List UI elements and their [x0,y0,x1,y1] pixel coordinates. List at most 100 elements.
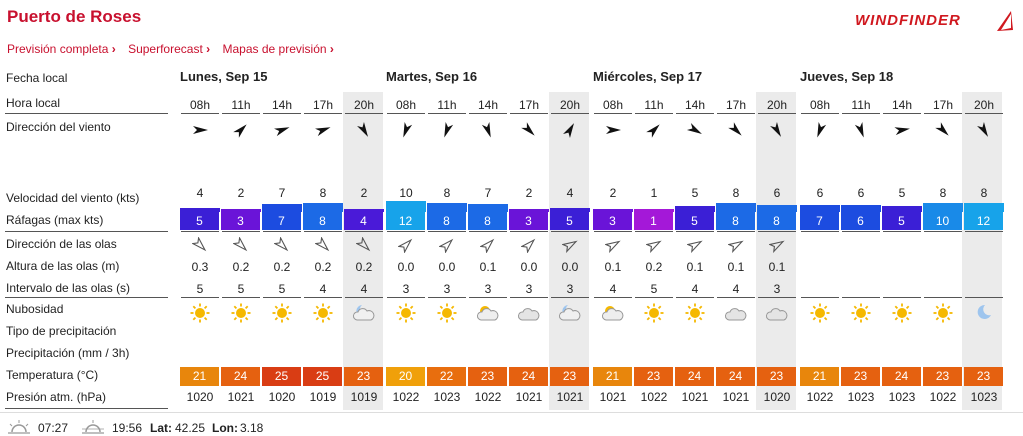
pressure-value: 1021 [722,390,750,404]
temperature-value: 21 [593,367,633,386]
wind-speed-value: 2 [237,186,245,200]
sun-icon [262,302,302,324]
hour-cell: 20h [973,98,995,112]
sun-icon [634,302,674,324]
wave-period-value: 4 [691,282,699,296]
gust-value: 8 [716,212,756,230]
cloud-icon [757,302,797,324]
pressure-value: 1022 [474,390,502,404]
hour-underline [387,113,425,114]
hour-underline [801,113,839,114]
moon-cloud-icon [550,302,590,324]
temperature-value: 22 [427,367,467,386]
wave-height-value: 0.0 [438,260,456,274]
nav-prevision-completa[interactable]: Previsión completa [7,42,116,56]
wave-height-value: 0.1 [479,260,497,274]
pressure-value: 1022 [392,390,420,404]
wind-direction-arrow-icon [303,121,343,139]
wind-speed-bar [303,203,343,212]
wind-direction-arrow-icon [550,121,590,139]
sunrise-time: 07:27 [38,421,69,435]
gust-underline [883,231,921,232]
temperature-value: 23 [468,367,508,386]
hour-underline [469,113,507,114]
sun-icon [427,302,467,324]
day-header: Martes, Sep 16 [386,69,478,84]
wind-speed-value: 2 [525,186,533,200]
wind-speed-value: 6 [816,186,824,200]
gust-underline [635,231,673,232]
day-header: Lunes, Sep 15 [180,69,268,84]
hour-cell: 11h [231,98,251,112]
temperature-value: 23 [550,367,590,386]
wind-direction-arrow-icon [964,121,1004,139]
gust-underline [510,231,548,232]
wave-direction-arrow-icon [303,237,343,253]
wave-underline [842,297,880,298]
wave-direction-arrow-icon [180,237,220,253]
hour-underline [717,113,755,114]
label-direccion-olas: Dirección de las olas [6,237,117,251]
pressure-value: 1020 [763,390,791,404]
wave-underline [801,297,839,298]
wind-direction-arrow-icon [841,121,881,139]
row-separator [5,297,168,298]
wave-period-value: 3 [484,282,492,296]
gust-value: 6 [841,212,881,230]
sunrise-icon [8,420,30,434]
wind-direction-arrow-icon [800,121,840,139]
wave-underline [222,297,260,298]
gust-underline [758,231,796,232]
wave-direction-arrow-icon [386,237,426,253]
wave-direction-arrow-icon [716,237,756,253]
wave-height-value: 0.3 [191,260,209,274]
nav-superforecast[interactable]: Superforecast [128,42,210,56]
hour-cell: 11h [644,98,664,112]
wave-height-value: 0.1 [768,260,786,274]
wind-speed-bar [344,209,384,212]
wind-direction-arrow-icon [716,121,756,139]
wind-direction-arrow-icon [509,121,549,139]
hour-cell: 08h [809,98,831,112]
sun-icon [221,302,261,324]
hour-cell: 11h [851,98,871,112]
temperature-value: 24 [675,367,715,386]
hour-cell: 17h [725,98,747,112]
windfinder-logo[interactable]: WINDFINDER [855,10,1020,32]
wind-speed-value: 2 [360,186,368,200]
wave-period-value: 4 [609,282,617,296]
wind-speed-bar [841,205,881,212]
gust-value: 12 [386,212,426,230]
moon-cloud-icon [344,302,384,324]
wave-underline [758,297,796,298]
label-direccion-viento: Dirección del viento [6,120,111,134]
forecast-table: Fecha local Hora local Dirección del vie… [5,69,1004,410]
pressure-value: 1021 [227,390,255,404]
wave-height-value: 0.2 [645,260,663,274]
gust-underline [551,231,589,232]
gust-value: 3 [593,212,633,230]
pressure-value: 1021 [681,390,709,404]
wave-height-value: 0.0 [520,260,538,274]
wave-underline [469,297,507,298]
day-header: Jueves, Sep 18 [800,69,894,84]
hour-underline [263,113,301,114]
wave-underline [594,297,632,298]
nav-mapas-prevision[interactable]: Mapas de previsión [222,42,333,56]
label-temperatura: Temperatura (°C) [6,368,99,382]
temperature-value: 23 [923,367,963,386]
wave-period-value: 3 [402,282,410,296]
sun-icon [882,302,922,324]
gust-underline [924,231,962,232]
wind-speed-value: 7 [484,186,492,200]
gust-value: 12 [964,212,1004,230]
wave-period-value: 4 [360,282,368,296]
label-tipo-precipitacion: Tipo de precipitación [6,324,117,338]
pressure-value: 1023 [847,390,875,404]
wave-direction-arrow-icon [344,237,384,253]
label-presion: Presión atm. (hPa) [6,390,107,404]
temperature-value: 23 [964,367,1004,386]
wind-speed-bar [221,209,261,212]
hour-underline [758,113,796,114]
hour-underline [635,113,673,114]
